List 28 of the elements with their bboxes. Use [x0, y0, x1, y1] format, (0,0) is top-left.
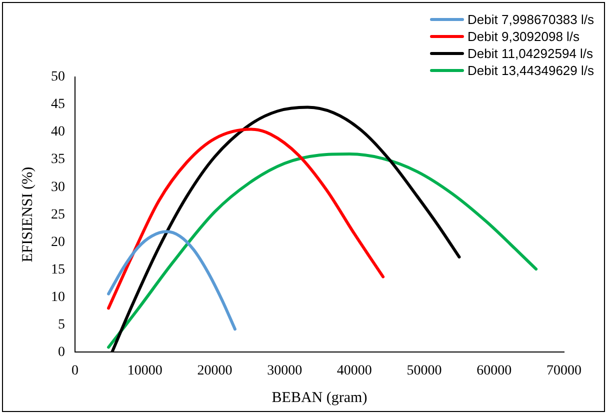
y-tick-label: 45 — [51, 97, 65, 112]
y-tick-label: 15 — [51, 262, 65, 278]
x-tick-label: 10000 — [127, 363, 162, 378]
legend-label: Debit 13,44349629 l/s — [468, 62, 594, 79]
x-tick-label: 50000 — [406, 363, 442, 378]
line-series — [107, 230, 236, 331]
y-tick-label: 20 — [51, 234, 65, 250]
x-tick-label: 0 — [72, 363, 78, 378]
y-tick-label: 25 — [51, 207, 65, 222]
x-tick-label: 40000 — [336, 363, 372, 378]
y-tick-label: 50 — [51, 70, 65, 85]
line-series — [107, 152, 538, 349]
legend-label: Debit 9,3092098 l/s — [468, 28, 580, 45]
legend-label: Debit 7,998670383 l/s — [468, 11, 594, 28]
y-tick-label: 10 — [51, 290, 65, 305]
x-tick-label: 20000 — [197, 363, 232, 378]
y-tick-label: 5 — [58, 317, 65, 332]
y-axis-title: EFISIENSI (%) — [20, 166, 36, 262]
line-series — [107, 128, 385, 310]
y-tick-label: 0 — [58, 344, 65, 360]
x-tick-label: 70000 — [546, 363, 582, 378]
y-tick-label: 30 — [51, 180, 65, 195]
legend-label: Debit 11,04292594 l/s — [468, 45, 594, 62]
y-tick-label: 40 — [51, 124, 65, 140]
x-tick-label: 60000 — [476, 363, 512, 378]
y-tick-label: 35 — [51, 152, 65, 168]
x-tick-label: 30000 — [267, 363, 302, 378]
x-axis-title: BEBAN (gram) — [272, 390, 368, 406]
